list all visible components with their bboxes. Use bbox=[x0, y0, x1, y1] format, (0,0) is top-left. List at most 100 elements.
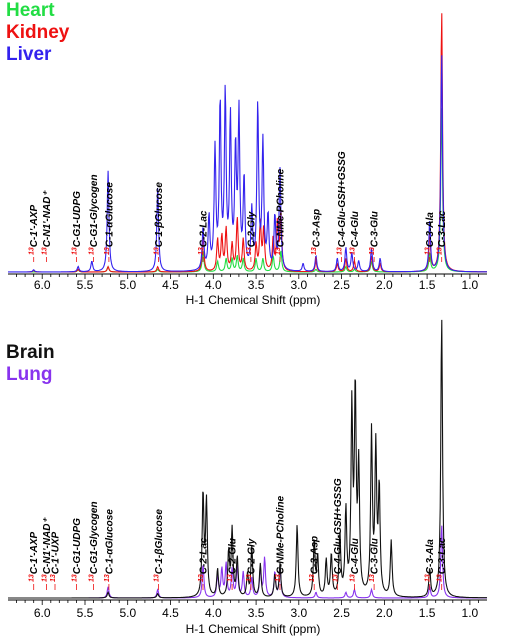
annotation-text: C-2-Gly bbox=[246, 538, 257, 574]
x-tick-label: 5.5 bbox=[77, 606, 94, 620]
peak-point-heart bbox=[262, 258, 263, 259]
peak-point-liver bbox=[441, 53, 442, 54]
annotation-text: C-4-Glu bbox=[350, 538, 361, 574]
annotation-text: C-3-Lac bbox=[437, 537, 448, 574]
x-tick-label: 1.5 bbox=[419, 606, 436, 620]
peak-point-heart bbox=[226, 258, 227, 259]
peak-point-heart bbox=[232, 258, 233, 259]
x-tick-label: 5.0 bbox=[119, 606, 136, 620]
peak-point-liver bbox=[235, 154, 236, 155]
annotation-text: C-4-Glu bbox=[350, 211, 361, 247]
annotation-isotope: 13 bbox=[104, 574, 111, 582]
annotation-text: C-1'-AXP bbox=[29, 204, 40, 247]
bottom-spectrum-panel: Brain Lung 13C-1'-AXP13C-N1'-NAD⁺13C-1'-… bbox=[6, 317, 488, 636]
x-tick-label: 3.5 bbox=[248, 278, 265, 292]
top-legend: Heart Kidney Liver bbox=[6, 0, 70, 65]
peak-point-liver bbox=[244, 181, 245, 182]
annotation-isotope: 13 bbox=[437, 574, 444, 582]
peak-annotation: 13C-1-αGlucose bbox=[104, 182, 115, 262]
annotation-text: C-3-Glu bbox=[370, 538, 381, 574]
annotation-isotope: 13 bbox=[337, 247, 344, 255]
annotation-isotope: 13 bbox=[275, 247, 282, 255]
peak-point-kidney bbox=[232, 245, 233, 246]
annotation-label: 13C-N1'-NAD⁺ bbox=[42, 189, 54, 255]
peak-annotation: 13C-1-αGlucose bbox=[104, 509, 116, 590]
x-tick-label: 2.0 bbox=[376, 278, 393, 292]
top-annotation-layer: 13C-1'-AXP13C-N1'-NAD⁺13C-G1-UDPG13C-G1-… bbox=[29, 151, 448, 262]
peak-annotation: 13C-4-Glu bbox=[349, 211, 361, 262]
peak-annotation: 13C-3-Asp bbox=[311, 209, 322, 262]
annotation-isotope: 13 bbox=[89, 247, 96, 255]
peak-point-liver bbox=[380, 258, 381, 259]
annotation-text: C-2-Glu bbox=[228, 538, 239, 574]
peak-annotation: 13C-G1-Glycogen bbox=[89, 174, 100, 262]
peak-annotation: 13C-1-βGlucose bbox=[154, 509, 165, 590]
annotation-isotope: 13 bbox=[349, 247, 356, 255]
peak-annotation: 13C-1'-AXP bbox=[29, 204, 41, 262]
annotation-label: 13C-NMe-PCholine bbox=[275, 495, 287, 582]
annotation-text: C-4-Glu-GSH+GSSG bbox=[333, 478, 344, 574]
peak-point-liver bbox=[358, 261, 359, 262]
annotation-text: C-3-Ala bbox=[425, 539, 436, 574]
peak-point-heart bbox=[237, 255, 238, 256]
annotation-label: 13C-1-βGlucose bbox=[154, 182, 166, 255]
peak-point-brain bbox=[391, 541, 392, 542]
annotation-isotope: 13 bbox=[425, 574, 432, 582]
annotation-text: C-1'-UXP bbox=[51, 531, 62, 574]
spectrum-line-liver bbox=[8, 55, 487, 273]
annotation-label: 13C-1'-UXP bbox=[50, 531, 62, 582]
annotation-label: 13C-1'-AXP bbox=[29, 204, 41, 255]
peak-annotation: 13C-4-Glu-GSH+GSSG bbox=[337, 151, 348, 262]
peak-annotation: 13C-3-Asp bbox=[309, 536, 321, 590]
peak-annotation: 13C-3-Glu bbox=[369, 211, 381, 262]
peak-annotation: 13C-1'-UXP bbox=[50, 531, 62, 590]
peak-point-brain bbox=[379, 491, 380, 492]
peak-annotation: 13C-4-Glu bbox=[349, 538, 361, 590]
annotation-isotope: 13 bbox=[311, 247, 318, 255]
annotation-label: 13C-3-Glu bbox=[369, 211, 381, 255]
annotation-label: 13C-2-Gly bbox=[246, 538, 258, 582]
annotation-isotope: 13 bbox=[50, 574, 57, 582]
peak-annotation: 13C-3-Lac bbox=[437, 210, 448, 262]
peak-point-brain bbox=[345, 513, 346, 514]
peak-point-lung bbox=[221, 569, 222, 570]
annotation-label: 13C-1-αGlucose bbox=[104, 509, 116, 582]
annotation-text: C-3-Ala bbox=[425, 212, 436, 247]
peak-point-liver bbox=[262, 144, 263, 145]
annotation-text: C-NMe-PCholine bbox=[276, 495, 287, 574]
annotation-label: 13C-2-Glu bbox=[227, 538, 239, 582]
peak-point-heart bbox=[345, 266, 346, 267]
peak-point-liver bbox=[91, 261, 92, 262]
x-tick-label: 5.5 bbox=[77, 278, 94, 292]
annotation-isotope: 13 bbox=[332, 574, 339, 582]
peak-point-liver bbox=[238, 117, 239, 118]
annotation-label: 13C-3-Glu bbox=[369, 538, 381, 582]
annotation-label: 13C-2-Gly bbox=[246, 211, 258, 255]
annotation-isotope: 13 bbox=[154, 247, 161, 255]
x-tick-label: 5.0 bbox=[119, 278, 136, 292]
legend-liver: Liver bbox=[6, 44, 52, 65]
annotation-isotope: 13 bbox=[275, 574, 282, 582]
peak-point-kidney bbox=[243, 240, 244, 241]
x-tick-label: 4.0 bbox=[205, 278, 222, 292]
legend-lung: Lung bbox=[6, 364, 52, 385]
peak-point-liver bbox=[214, 152, 215, 153]
annotation-isotope: 13 bbox=[71, 574, 78, 582]
annotation-text: C-2-Lac bbox=[199, 537, 210, 574]
x-tick-label: 3.5 bbox=[248, 606, 265, 620]
annotation-isotope: 13 bbox=[349, 574, 356, 582]
x-tick-label: 2.5 bbox=[333, 606, 350, 620]
annotation-isotope: 13 bbox=[89, 574, 96, 582]
peak-point-liver bbox=[337, 258, 338, 259]
annotation-isotope: 13 bbox=[42, 574, 49, 582]
peak-annotation: 13C-2-Gly bbox=[246, 211, 258, 262]
annotation-text: C-NMe-PCholine bbox=[276, 168, 287, 247]
annotation-isotope: 13 bbox=[154, 574, 161, 582]
peak-point-brain bbox=[441, 317, 442, 318]
peak-annotation: 13C-1'-AXP bbox=[29, 531, 40, 590]
peak-annotation: 13C-3-Ala bbox=[425, 212, 436, 262]
annotation-label: 13C-3-Ala bbox=[425, 539, 437, 582]
peak-annotation: 13C-2-Gly bbox=[246, 538, 258, 590]
annotation-isotope: 13 bbox=[198, 574, 205, 582]
bottom-x-axis-label: H-1 Chemical Shift (ppm) bbox=[186, 622, 321, 636]
